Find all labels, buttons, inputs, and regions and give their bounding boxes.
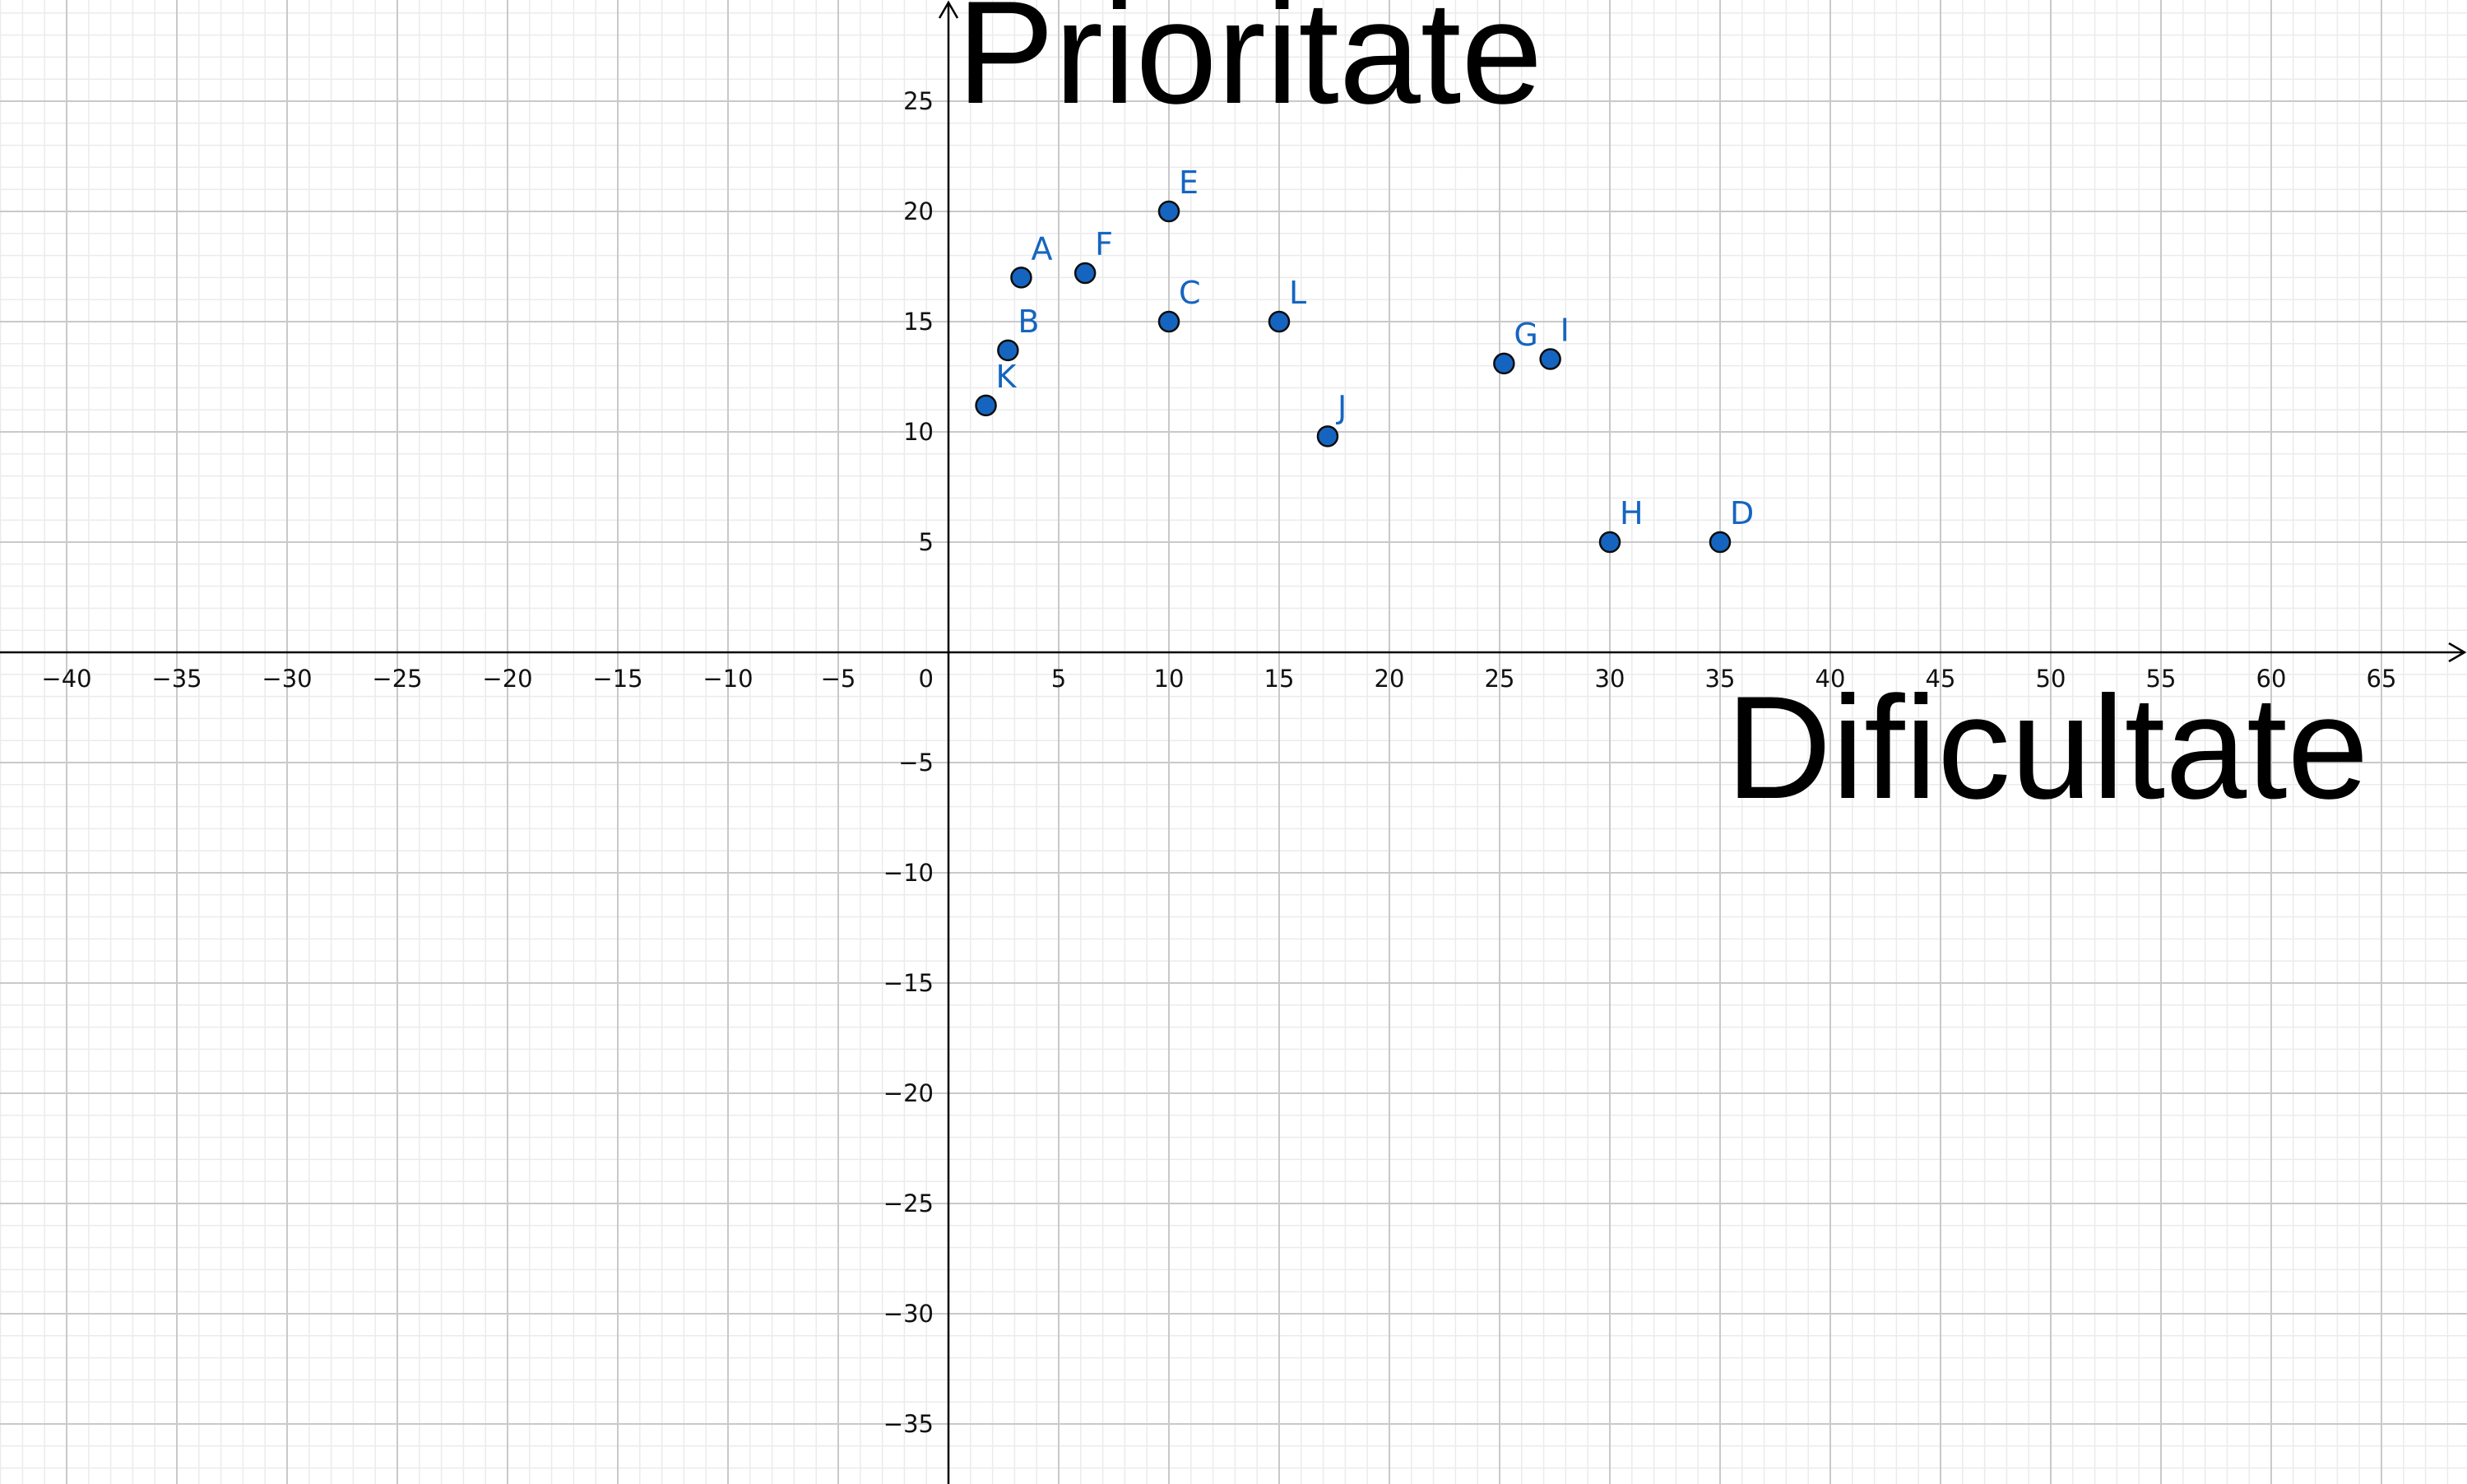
data-point — [1598, 531, 1621, 554]
x-tick-label: 10 — [1154, 665, 1185, 693]
data-point — [1709, 531, 1732, 554]
y-tick-label: −25 — [883, 1190, 934, 1217]
data-point — [1268, 310, 1291, 333]
x-tick-label: 30 — [1595, 665, 1625, 693]
y-tick-label: 15 — [903, 308, 934, 336]
data-point — [1157, 200, 1180, 223]
data-point-label: C — [1179, 275, 1201, 311]
data-point-label: K — [996, 359, 1018, 395]
x-tick-label: 5 — [1051, 665, 1066, 693]
data-point-label: E — [1179, 165, 1199, 201]
x-tick-label: −20 — [482, 665, 532, 693]
x-tick-label: 65 — [2367, 665, 2397, 693]
x-tick-label: 15 — [1264, 665, 1295, 693]
data-point-label: L — [1289, 275, 1306, 311]
origin-label: 0 — [919, 665, 934, 693]
data-point-label: H — [1620, 495, 1644, 531]
x-tick-label: 20 — [1375, 665, 1405, 693]
x-tick-label: 45 — [1926, 665, 1956, 693]
x-tick-label: 40 — [1815, 665, 1846, 693]
y-tick-labels: 25 20 15 10 5 −5 −10 −15 −20 −25 −30 −35 — [883, 87, 934, 1438]
data-point — [997, 339, 1019, 362]
data-point — [1493, 352, 1515, 375]
data-point — [1157, 310, 1180, 333]
x-axis-title: Dificultate — [1726, 665, 2369, 829]
data-point — [1074, 262, 1097, 285]
y-tick-label: 20 — [903, 197, 934, 225]
y-tick-label: −35 — [883, 1410, 934, 1438]
y-tick-label: 25 — [903, 87, 934, 115]
x-tick-label: −15 — [592, 665, 642, 693]
x-tick-label: 55 — [2146, 665, 2177, 693]
x-tick-label: 60 — [2256, 665, 2287, 693]
x-tick-label: −40 — [41, 665, 91, 693]
data-point-label: D — [1730, 495, 1754, 531]
data-points: A B C D E F G H I J K L — [975, 165, 1754, 554]
y-tick-label: −20 — [883, 1079, 934, 1107]
y-tick-label: −5 — [898, 749, 934, 777]
data-point-label: B — [1018, 304, 1039, 340]
x-tick-label: −35 — [151, 665, 202, 693]
x-tick-label: −10 — [703, 665, 753, 693]
data-point-label: G — [1514, 317, 1537, 353]
data-point — [975, 394, 997, 417]
data-point — [1316, 425, 1339, 448]
x-tick-label: −30 — [262, 665, 312, 693]
data-point-label: F — [1095, 226, 1113, 262]
y-tick-label: −10 — [883, 859, 934, 887]
x-tick-label: 25 — [1485, 665, 1515, 693]
data-point — [1539, 348, 1561, 370]
y-axis-arrow — [938, 0, 959, 19]
y-axis-title: Prioritate — [957, 0, 1542, 134]
x-axis-arrow — [2448, 642, 2467, 663]
data-point-label: J — [1336, 389, 1347, 425]
y-tick-label: −30 — [883, 1300, 934, 1328]
y-tick-label: 5 — [919, 528, 934, 556]
x-tick-label: 50 — [2036, 665, 2066, 693]
data-point-label: A — [1031, 230, 1052, 267]
y-tick-label: 10 — [903, 418, 934, 446]
x-tick-label: 35 — [1705, 665, 1736, 693]
data-point-label: I — [1560, 313, 1570, 349]
x-tick-label: −5 — [821, 665, 856, 693]
y-tick-label: −15 — [883, 969, 934, 997]
x-tick-labels: −40 −35 −30 −25 −20 −15 −10 −5 5 10 15 20 25 30 35 40 45… — [41, 665, 2396, 693]
data-point — [1010, 267, 1032, 289]
x-tick-label: −25 — [372, 665, 422, 693]
